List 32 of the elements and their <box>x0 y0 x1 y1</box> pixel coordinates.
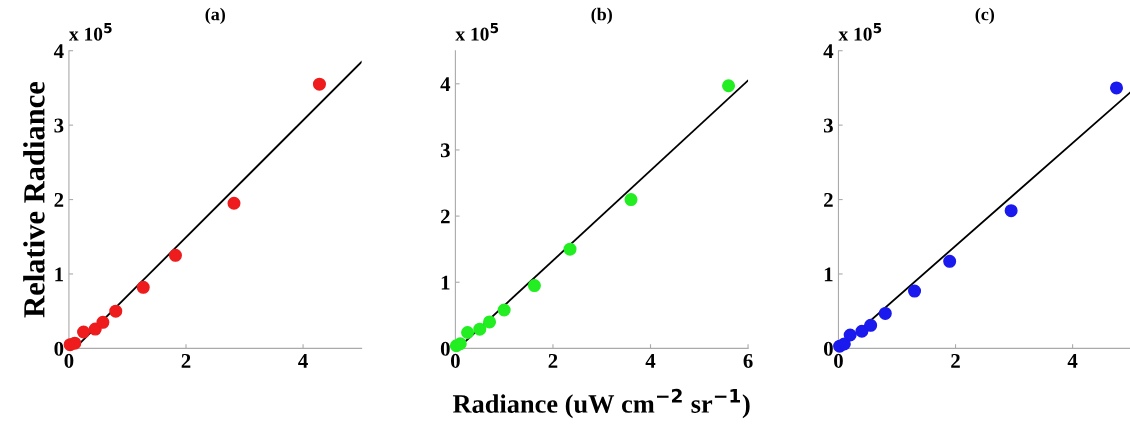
text: x 10$^{5}$ <box>455 23 499 41</box>
x-axis-title: Radiance (uW cm$^{−2}$ sr$^{−1}$) <box>452 388 750 419</box>
x-tick-label: 2 <box>548 353 558 368</box>
chart-title: (a) <box>205 7 225 24</box>
y-tick-label: 3 <box>54 118 64 133</box>
chart-title: (c) <box>975 7 995 24</box>
y-tick-label: 2 <box>54 192 64 207</box>
y-tick-label: 3 <box>823 118 833 133</box>
y-tick-label: 2 <box>824 192 833 207</box>
y-tick-label: 0 <box>440 341 450 356</box>
y-tick-label: 1 <box>441 275 450 290</box>
x-tick-label: 4 <box>645 353 656 368</box>
y-tick-label: 2 <box>440 209 450 224</box>
chart-title: (b) <box>591 7 612 24</box>
x-tick-label: 6 <box>743 353 753 368</box>
x-tick-label: 4 <box>298 353 308 368</box>
y-tick-label: 1 <box>824 267 833 282</box>
text: x 10$^{5}$ <box>69 23 112 41</box>
y-tick-label: 0 <box>823 341 833 356</box>
y-tick-label: 4 <box>53 44 64 58</box>
y-tick-label: 1 <box>55 267 63 282</box>
x-tick-label: 4 <box>1067 353 1078 368</box>
text: x 10$^{5}$ <box>838 23 882 41</box>
y-axis-title: Relative Radiance <box>23 81 45 318</box>
x-tick-label: 0 <box>834 353 843 368</box>
x-tick-label: 2 <box>951 353 960 368</box>
x-tick-label: 0 <box>64 353 74 368</box>
x-tick-label: 2 <box>181 353 191 368</box>
y-tick-label: 4 <box>440 77 451 92</box>
y-tick-label: 0 <box>54 341 64 356</box>
y-tick-label: 3 <box>440 143 450 158</box>
y-tick-label: 4 <box>823 44 834 58</box>
